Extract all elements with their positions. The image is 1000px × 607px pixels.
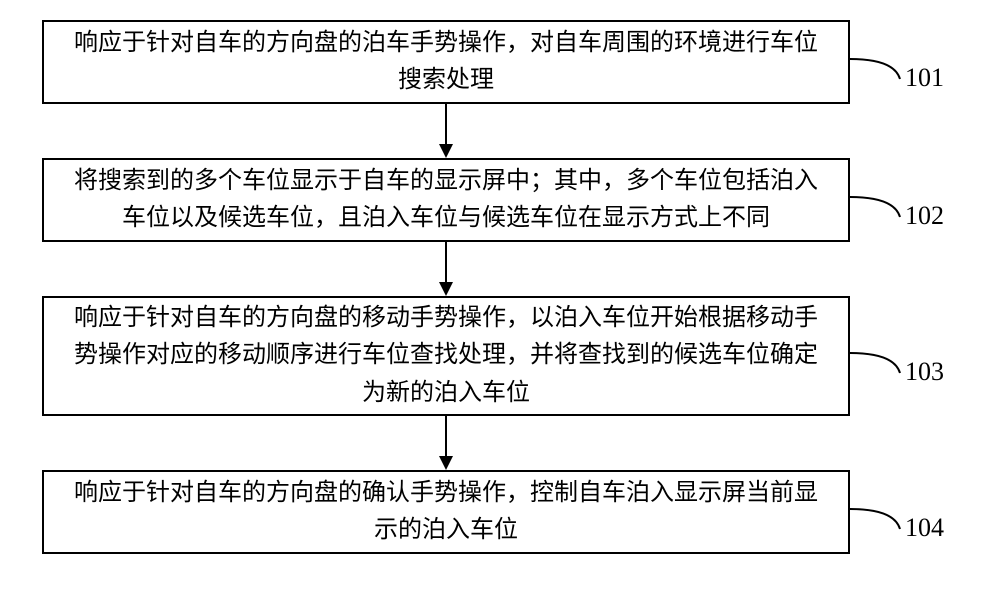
arrow-2-head: [439, 282, 453, 296]
arrow-3-line: [445, 416, 447, 456]
step-101-label: 101: [905, 63, 944, 93]
step-102-label: 102: [905, 201, 944, 231]
step-104-connector: [850, 507, 904, 533]
arrow-1-line: [445, 104, 447, 144]
step-104-box: 响应于针对自车的方向盘的确认手势操作，控制自车泊入显示屏当前显 示的泊入车位: [42, 470, 850, 554]
arrow-3-head: [439, 456, 453, 470]
step-103-box: 响应于针对自车的方向盘的移动手势操作，以泊入车位开始根据移动手 势操作对应的移动…: [42, 296, 850, 416]
step-101-box: 响应于针对自车的方向盘的泊车手势操作，对自车周围的环境进行车位 搜索处理: [42, 20, 850, 104]
step-102-text: 将搜索到的多个车位显示于自车的显示屏中；其中，多个车位包括泊入 车位以及候选车位…: [74, 163, 818, 237]
step-103-text: 响应于针对自车的方向盘的移动手势操作，以泊入车位开始根据移动手 势操作对应的移动…: [74, 300, 818, 412]
step-103-connector: [850, 351, 904, 377]
step-101-text: 响应于针对自车的方向盘的泊车手势操作，对自车周围的环境进行车位 搜索处理: [74, 25, 818, 99]
flowchart-canvas: 响应于针对自车的方向盘的泊车手势操作，对自车周围的环境进行车位 搜索处理 101 将…: [0, 0, 1000, 607]
step-104-text: 响应于针对自车的方向盘的确认手势操作，控制自车泊入显示屏当前显 示的泊入车位: [74, 475, 818, 549]
arrow-1-head: [439, 144, 453, 158]
step-104-label: 104: [905, 513, 944, 543]
step-101-connector: [850, 57, 904, 83]
arrow-2-line: [445, 242, 447, 282]
step-102-connector: [850, 195, 904, 221]
step-103-label: 103: [905, 357, 944, 387]
step-102-box: 将搜索到的多个车位显示于自车的显示屏中；其中，多个车位包括泊入 车位以及候选车位…: [42, 158, 850, 242]
